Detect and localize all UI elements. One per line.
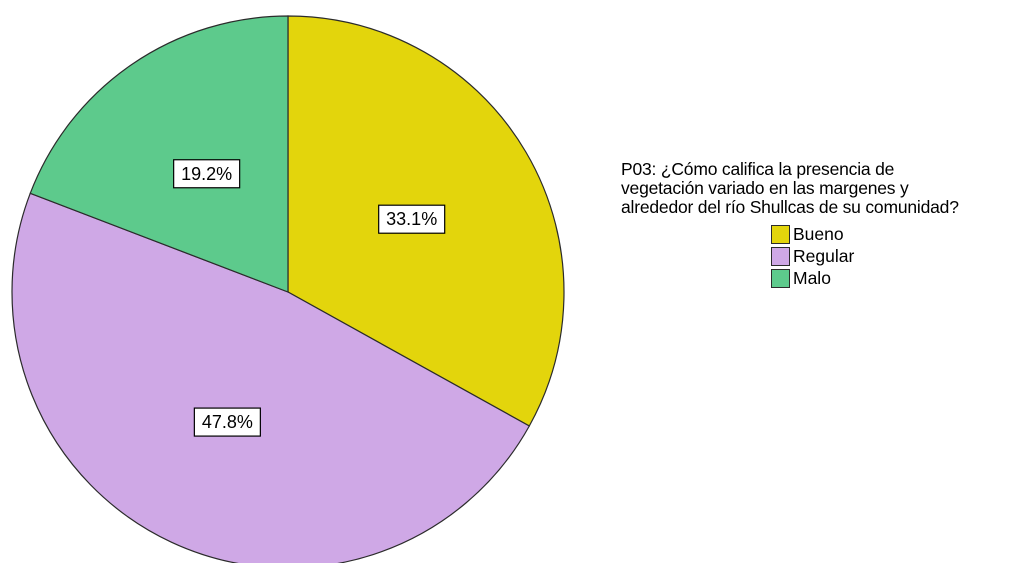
legend-title: P03: ¿Cómo califica la presencia de vege… xyxy=(621,159,959,217)
legend-item-bueno: Bueno xyxy=(771,223,1011,245)
legend-swatch xyxy=(771,224,790,244)
data-label-box xyxy=(378,204,446,234)
pie-slice-malo xyxy=(29,15,289,293)
data-label-box xyxy=(193,407,261,437)
legend-label: Malo xyxy=(793,267,831,288)
legend-label: Regular xyxy=(793,245,855,266)
pie-data-labels: 33.1% 47.8% 19.2% xyxy=(173,159,446,437)
legend-swatch xyxy=(771,246,790,266)
data-label-malo: 19.2% xyxy=(173,159,241,189)
pie-slice-regular xyxy=(11,192,531,563)
legend-items: Bueno Regular Malo xyxy=(771,223,1011,289)
legend-item-malo: Malo xyxy=(771,267,1011,289)
data-label-text: 47.8% xyxy=(202,412,253,432)
data-label-box xyxy=(173,159,241,189)
legend-label: Bueno xyxy=(793,223,844,244)
legend: P03: ¿Cómo califica la presencia de vege… xyxy=(621,160,1011,289)
data-label-text: 33.1% xyxy=(386,209,437,229)
data-label-bueno: 33.1% xyxy=(378,204,446,234)
pie-slices xyxy=(11,15,565,563)
legend-swatch xyxy=(771,268,790,288)
data-label-text: 19.2% xyxy=(181,164,232,184)
data-label-regular: 47.8% xyxy=(193,407,261,437)
legend-item-regular: Regular xyxy=(771,245,1011,267)
